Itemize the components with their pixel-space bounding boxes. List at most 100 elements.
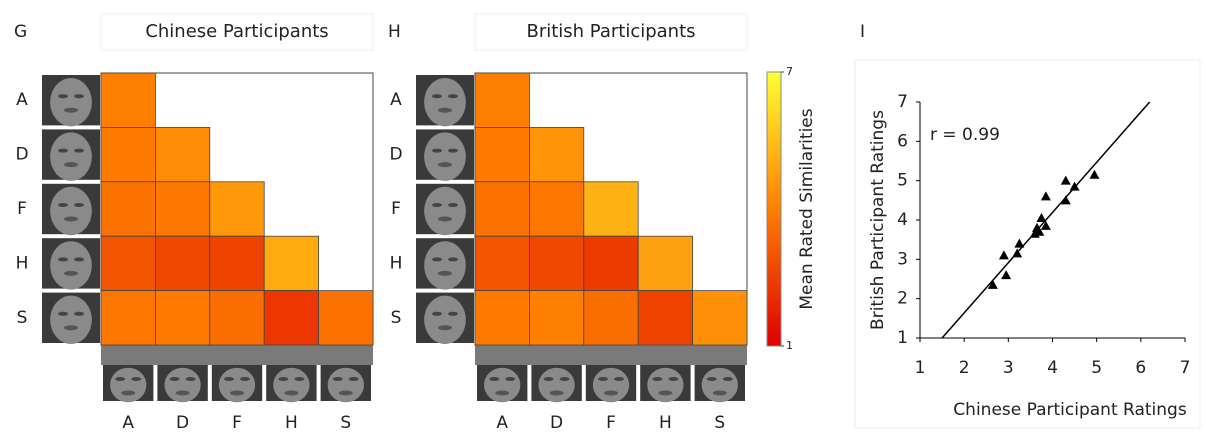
title-box bbox=[474, 13, 748, 51]
mouth bbox=[495, 390, 510, 396]
mouth bbox=[438, 216, 452, 222]
eye bbox=[294, 377, 305, 381]
heatmap-cell bbox=[209, 181, 265, 237]
heatmap-cell bbox=[583, 235, 639, 291]
annotation: r = 0.99 bbox=[930, 125, 1000, 145]
eye bbox=[74, 94, 84, 99]
heatmap-cell bbox=[154, 235, 211, 291]
face bbox=[424, 132, 466, 181]
mouth bbox=[438, 107, 452, 113]
eye bbox=[432, 148, 442, 153]
mouth bbox=[284, 390, 299, 396]
eye bbox=[614, 377, 624, 381]
eye bbox=[58, 148, 68, 153]
eye bbox=[224, 377, 234, 381]
eye bbox=[278, 377, 289, 381]
face bbox=[164, 367, 201, 403]
eye bbox=[58, 257, 68, 262]
mouth bbox=[604, 390, 618, 396]
mouth bbox=[175, 390, 190, 396]
column-label: F bbox=[232, 413, 242, 433]
mouth bbox=[230, 390, 244, 396]
y-tick-label: 1 bbox=[897, 328, 908, 348]
column-label: D bbox=[176, 413, 189, 433]
eye bbox=[598, 377, 608, 381]
heatmap-cell bbox=[154, 127, 211, 183]
eye bbox=[348, 377, 359, 381]
point bbox=[1036, 213, 1047, 223]
eye bbox=[668, 377, 679, 381]
mouth bbox=[712, 390, 727, 396]
eye bbox=[74, 311, 84, 316]
eye bbox=[722, 377, 733, 381]
heatmap-cell bbox=[154, 290, 211, 346]
heatmap-cell bbox=[474, 290, 530, 346]
x-tick-label: 4 bbox=[1047, 358, 1058, 378]
colorbar-tick-label: 7 bbox=[786, 65, 793, 78]
eye bbox=[706, 377, 717, 381]
face bbox=[592, 367, 630, 403]
eye bbox=[559, 377, 570, 381]
heatmap-cell bbox=[692, 290, 748, 346]
heatmap-cell bbox=[154, 181, 211, 237]
eye bbox=[432, 311, 442, 316]
mouth bbox=[64, 162, 78, 168]
eye bbox=[58, 203, 68, 207]
point bbox=[1001, 270, 1012, 280]
title-box bbox=[100, 13, 374, 51]
colorbar-tick-label: 1 bbox=[786, 339, 793, 352]
point bbox=[1014, 238, 1025, 248]
chart-title: Chinese Participants bbox=[145, 21, 328, 42]
point bbox=[1089, 169, 1100, 179]
mouth bbox=[64, 216, 78, 222]
column-label: S bbox=[340, 413, 351, 433]
face bbox=[484, 367, 521, 403]
fit-line bbox=[941, 101, 1151, 339]
gray-bar bbox=[101, 345, 373, 365]
mouth bbox=[438, 270, 452, 276]
y-axis-label: British Participant Ratings bbox=[868, 110, 888, 330]
x-tick-label: 2 bbox=[959, 358, 970, 378]
heatmap-cell bbox=[474, 72, 530, 128]
x-axis-label: Chinese Participant Ratings bbox=[953, 400, 1187, 420]
column-label: S bbox=[714, 413, 725, 433]
y-tick-label: 2 bbox=[897, 289, 908, 309]
eye bbox=[543, 377, 554, 381]
column-label: D bbox=[550, 413, 563, 433]
heatmap-cell bbox=[209, 235, 265, 291]
heatmap-cell bbox=[529, 181, 585, 237]
y-tick-label: 6 bbox=[897, 131, 908, 151]
mouth bbox=[438, 325, 452, 331]
eye bbox=[240, 377, 250, 381]
y-tick-label: 4 bbox=[897, 210, 908, 230]
row-label: F bbox=[17, 199, 27, 219]
eye bbox=[432, 203, 442, 207]
eye bbox=[432, 257, 442, 262]
eye bbox=[432, 94, 442, 99]
heatmap-cell bbox=[529, 235, 585, 291]
point bbox=[1069, 181, 1080, 191]
eye bbox=[169, 377, 180, 381]
colorbar bbox=[766, 71, 782, 347]
heatmap-cell bbox=[100, 290, 156, 346]
x-tick-label: 3 bbox=[1003, 358, 1014, 378]
column-label: A bbox=[496, 413, 508, 433]
heatmap-cell bbox=[474, 235, 530, 291]
face bbox=[538, 367, 575, 403]
eye bbox=[448, 311, 458, 316]
face bbox=[424, 241, 466, 290]
heatmap-cell bbox=[209, 290, 265, 346]
point bbox=[1060, 195, 1071, 205]
face bbox=[50, 295, 92, 344]
heatmap-cell bbox=[263, 290, 320, 346]
face bbox=[327, 367, 364, 403]
face bbox=[424, 295, 466, 344]
gray-bar bbox=[475, 345, 747, 365]
face bbox=[50, 186, 92, 236]
face bbox=[647, 367, 684, 403]
point bbox=[987, 279, 998, 289]
heatmap-cell bbox=[100, 72, 156, 128]
face bbox=[50, 132, 92, 181]
eye bbox=[448, 148, 458, 153]
